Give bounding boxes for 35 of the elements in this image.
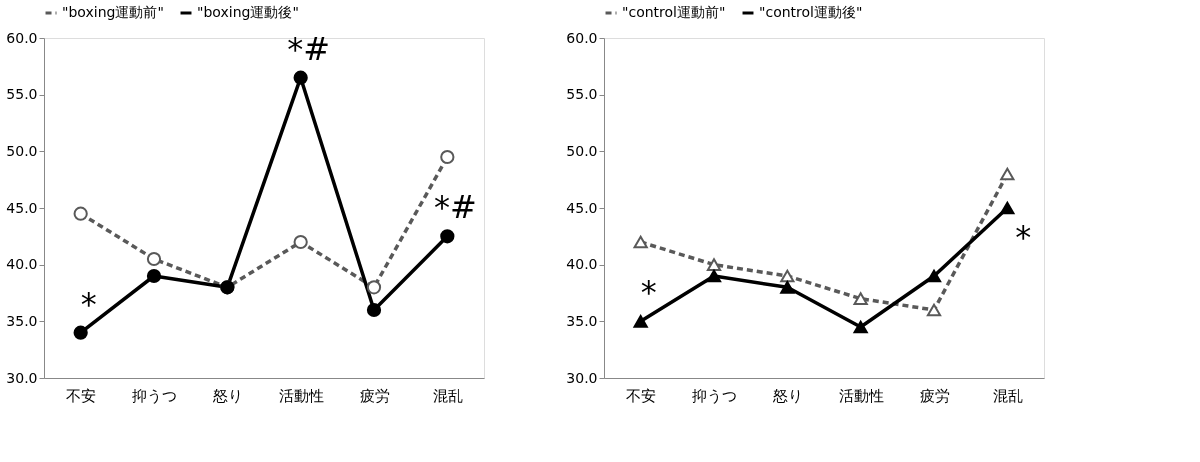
x-tick-label: 活動性 — [278, 386, 324, 405]
annotation: * — [640, 273, 657, 312]
y-tick-label: 40.0 — [566, 256, 598, 273]
y-tick-label: 50.0 — [566, 142, 598, 159]
x-tick-label: 疲労 — [919, 386, 950, 405]
y-tick-label: 35.0 — [566, 312, 598, 329]
annotation: * — [1015, 218, 1032, 256]
annotation: * — [80, 284, 97, 323]
y-tick-label: 40.0 — [6, 256, 38, 273]
y-tick-label: 30.0 — [566, 369, 598, 386]
y-tick-label: 45.0 — [6, 199, 38, 216]
x-tick-label: 疲労 — [359, 386, 390, 405]
x-tick-label: 不安 — [626, 386, 657, 405]
legend-label: "boxing運動前" — [62, 4, 164, 20]
annotation: *# — [287, 29, 331, 68]
x-tick-label: 怒り — [211, 386, 243, 405]
y-tick-label: 60.0 — [566, 29, 598, 46]
x-tick-label: 怒り — [771, 386, 803, 405]
x-tick-label: 混乱 — [992, 386, 1023, 405]
legend-label: "boxing運動後" — [197, 4, 299, 20]
x-tick-label: 不安 — [66, 386, 97, 405]
y-tick-label: 60.0 — [6, 29, 38, 46]
y-tick-label: 50.0 — [6, 142, 38, 159]
y-tick-label: 55.0 — [566, 86, 598, 103]
annotation: *# — [433, 188, 477, 227]
x-tick-label: 混乱 — [432, 386, 463, 405]
x-tick-label: 抑うつ — [132, 386, 177, 405]
x-tick-label: 抑うつ — [692, 386, 737, 405]
x-tick-label: 活動性 — [838, 386, 884, 405]
y-tick-label: 35.0 — [6, 312, 38, 329]
legend-label: "control運動前" — [622, 4, 726, 20]
legend-label: "control運動後" — [759, 4, 863, 20]
y-tick-label: 45.0 — [566, 199, 598, 216]
y-tick-label: 55.0 — [6, 86, 38, 103]
y-tick-label: 30.0 — [6, 369, 38, 386]
